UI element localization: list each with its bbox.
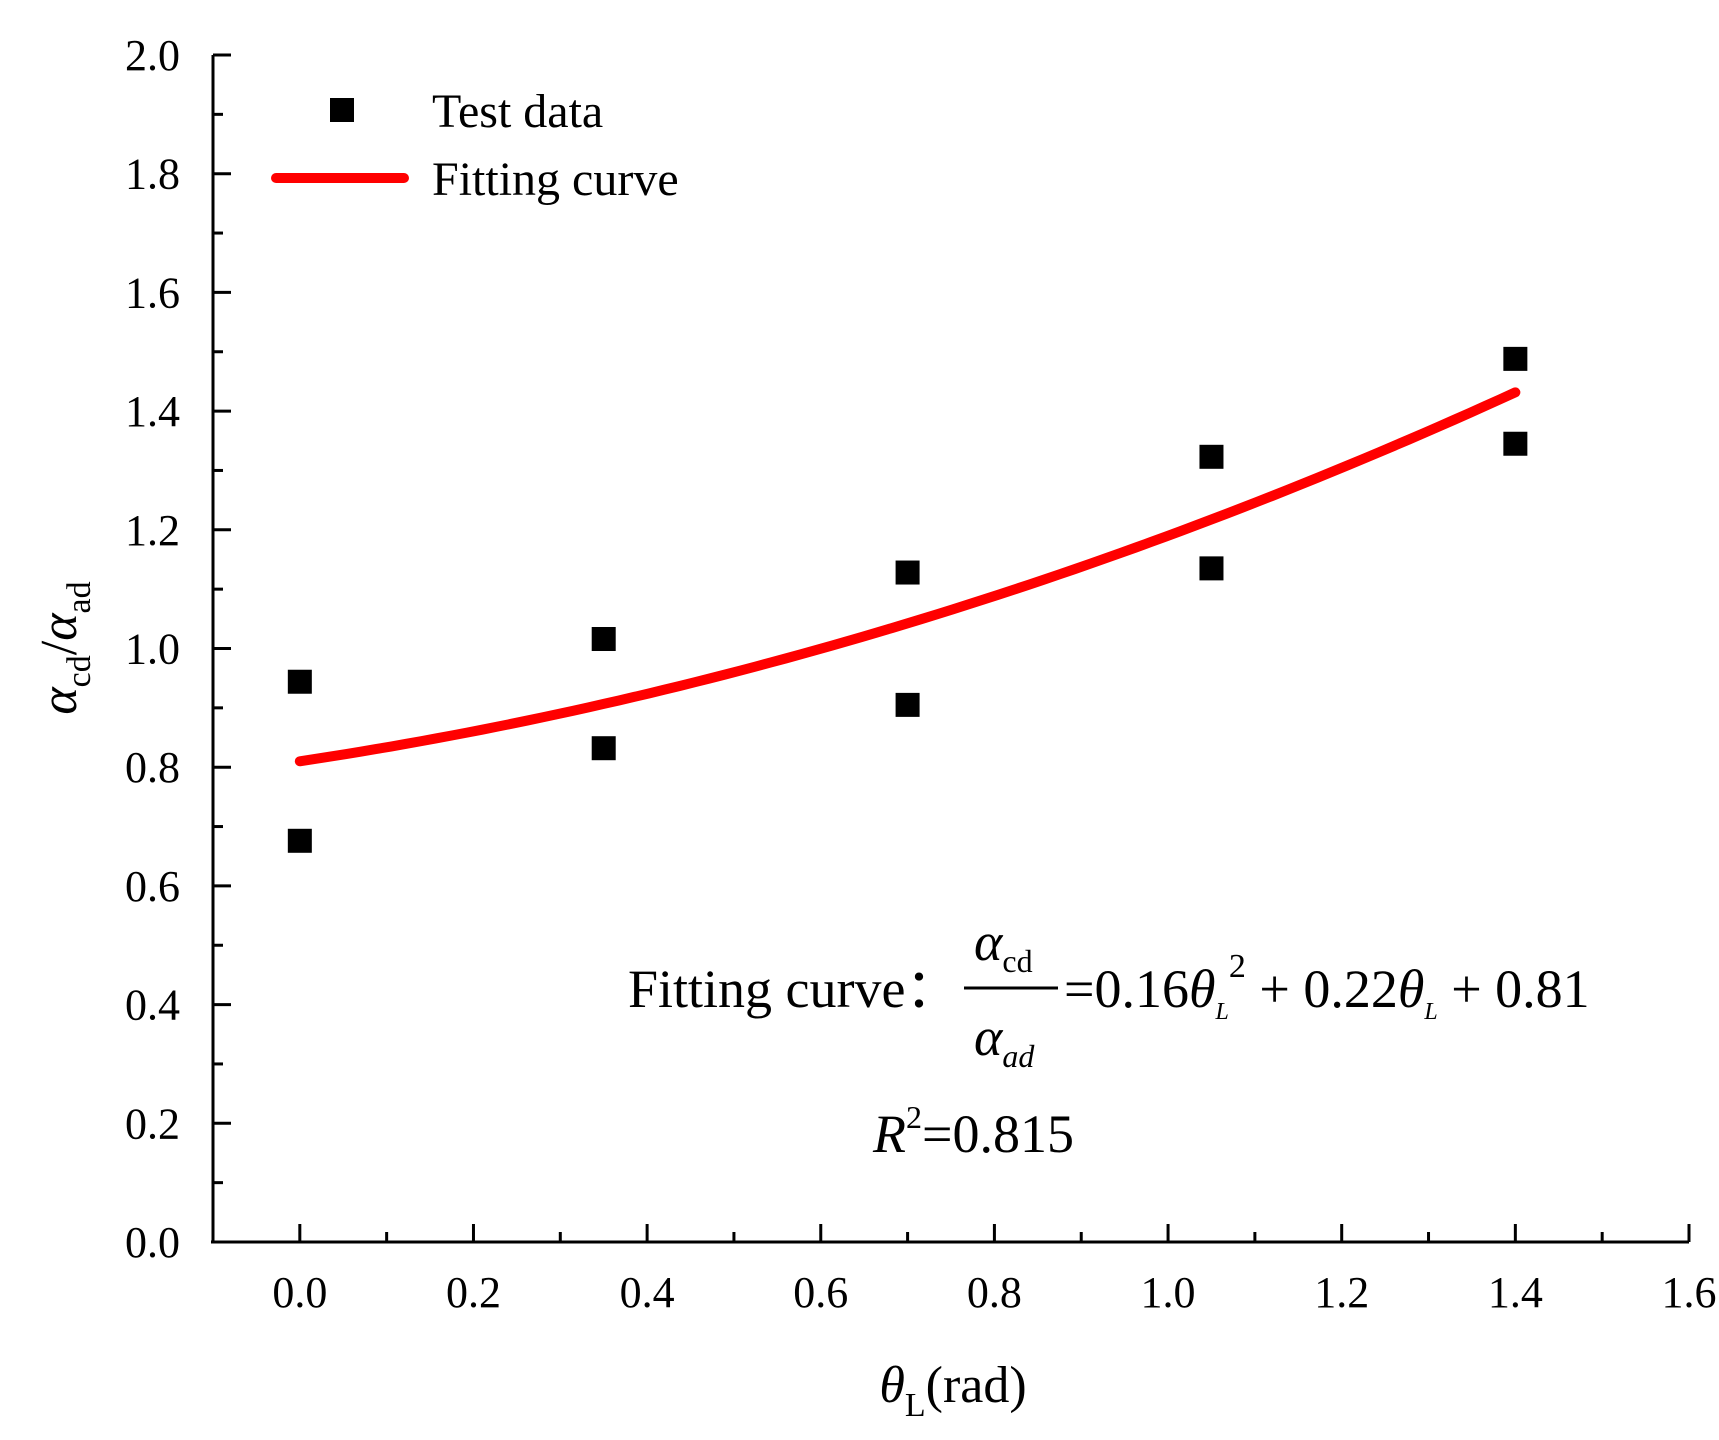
legend-square-marker [330,98,354,122]
eq-tail-term: + 0.81 [1438,959,1590,1019]
y-tick-label: 1.0 [125,625,180,674]
eq-power: 2 [1229,948,1246,985]
x-tick-label: 1.6 [1662,1268,1717,1317]
y-tick-label: 0.0 [125,1218,180,1267]
y-axis-num: α [31,686,88,715]
legend-label-test-data: Test data [432,85,603,138]
test-data-point [1503,347,1527,371]
x-tick-label: 0.0 [272,1268,327,1317]
x-tick-label: 0.6 [793,1268,848,1317]
y-tick-label: 0.8 [125,743,180,792]
frac-num-symbol: α [974,912,1004,972]
fit-equation: Fitting curve： αcd αad =0.16θL2 + 0.22θL… [628,912,1590,1164]
y-tick-label: 1.4 [125,387,180,436]
x-tick-label: 0.2 [446,1268,501,1317]
eq-theta-2: θ [1398,959,1425,1019]
frac-den-sub: ad [1002,1038,1035,1074]
test-data-point [1199,556,1223,580]
y-axis-num-sub: cd [61,655,98,687]
y-tick-label: 1.8 [125,150,180,199]
test-data-point [896,561,920,585]
equation-colon: ： [905,959,959,1019]
x-axis-sub: L [905,1387,926,1424]
test-data-point [288,829,312,853]
chart: 0.0 0.2 0.4 0.6 0.8 1.0 1.2 1.4 1.6 0.0 0.2 0.4 0.6… [0,0,1719,1440]
y-tick-labels: 0.0 0.2 0.4 0.6 0.8 1.0 1.2 1.4 1.6 1.8 2.0 [125,31,180,1267]
x-axis-symbol: θ [879,1357,905,1414]
x-tick-labels: 0.0 0.2 0.4 0.6 0.8 1.0 1.2 1.4 1.6 [272,1268,1716,1317]
frac-den-symbol: α [974,1007,1004,1067]
fraction-denominator: αad [974,1007,1035,1074]
equation-rhs: =0.16θL2 + 0.22θL + 0.81 [1064,948,1590,1025]
r2-power: 2 [906,1099,922,1135]
x-tick-label: 1.0 [1141,1268,1196,1317]
y-ticks [213,55,231,1242]
r-squared: R2=0.815 [872,1099,1074,1164]
eq-theta-1: θ [1189,959,1216,1019]
y-axis-den: α [31,612,88,641]
eq-theta-1-sub: L [1215,999,1229,1025]
y-tick-label: 0.4 [125,981,180,1030]
fraction-numerator: αcd [974,912,1033,979]
y-tick-label: 1.2 [125,506,180,555]
equation-label-text: Fitting curve [628,959,905,1019]
eq-mid-term: + 0.22 [1246,959,1398,1019]
y-tick-label: 0.6 [125,862,180,911]
test-data-point [1199,445,1223,469]
x-axis-unit: (rad) [926,1357,1027,1414]
r2-value: =0.815 [922,1104,1074,1164]
eq-prefix: =0.16 [1064,959,1189,1019]
x-ticks [213,1224,1689,1242]
y-axis-den-sub: ad [61,581,98,613]
legend: Test data Fitting curve [276,85,679,206]
test-data-markers [288,347,1528,853]
test-data-point [896,693,920,717]
y-axis-slash: / [31,640,88,655]
x-tick-label: 0.4 [620,1268,675,1317]
equation-label: Fitting curve： [628,959,959,1019]
y-axis-title: αcd/αad [31,581,98,714]
test-data-point [592,736,616,760]
test-data-point [1503,432,1527,456]
r2-symbol: R [872,1104,906,1164]
axes [211,55,1689,1242]
y-tick-label: 1.6 [125,268,180,317]
frac-num-sub: cd [1002,943,1032,979]
x-tick-label: 1.4 [1488,1268,1543,1317]
y-tick-label: 0.2 [125,1099,180,1148]
x-tick-label: 1.2 [1314,1268,1369,1317]
eq-theta-2-sub: L [1423,999,1437,1025]
x-axis-title: θL(rad) [879,1357,1026,1424]
y-tick-label: 2.0 [125,31,180,80]
x-tick-label: 0.8 [967,1268,1022,1317]
test-data-point [288,670,312,694]
legend-label-fitting-curve: Fitting curve [432,153,679,206]
test-data-point [592,627,616,651]
